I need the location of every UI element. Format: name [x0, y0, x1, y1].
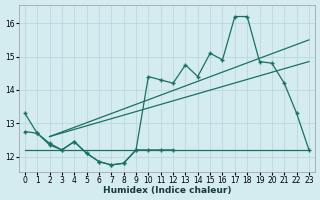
- X-axis label: Humidex (Indice chaleur): Humidex (Indice chaleur): [103, 186, 231, 195]
